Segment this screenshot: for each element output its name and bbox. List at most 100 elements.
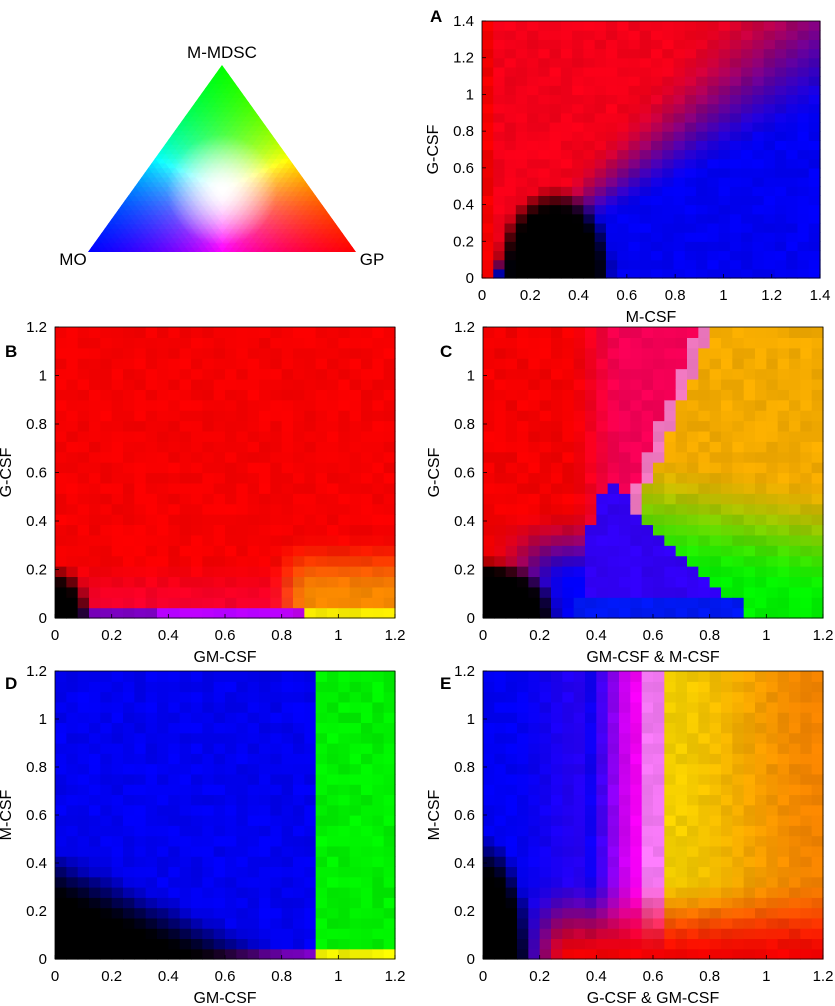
heatmap-cell — [315, 753, 328, 765]
heatmap-cell — [527, 39, 539, 50]
heatmap-cell — [505, 607, 518, 619]
heatmap-cell — [583, 131, 596, 141]
heatmap-cell — [619, 701, 631, 713]
heatmap-cell — [732, 948, 745, 960]
heatmap-cell — [786, 177, 799, 187]
heatmap-cell — [752, 250, 765, 261]
heatmap-cell — [270, 524, 283, 536]
heatmap-cell — [607, 441, 620, 453]
heatmap-cell — [383, 597, 396, 609]
heatmap-cell — [349, 866, 362, 878]
heatmap-cell — [383, 337, 396, 349]
heatmap-cell — [684, 76, 697, 86]
heatmap-cell — [709, 794, 722, 806]
heatmap-cell — [684, 186, 697, 196]
heatmap-cell — [630, 753, 643, 765]
heatmap-cell — [89, 347, 101, 359]
heatmap-cell — [538, 94, 551, 105]
heatmap-cell — [562, 866, 575, 878]
heatmap-cell — [729, 213, 742, 224]
heatmap-cell — [630, 907, 643, 919]
heatmap-cell — [664, 503, 677, 515]
heatmap-cell — [641, 368, 654, 380]
heatmap-cell — [662, 250, 675, 261]
heatmap-cell — [361, 856, 373, 868]
heatmap-cell — [539, 327, 552, 338]
heatmap-cell — [766, 815, 779, 826]
heatmap-cell — [641, 482, 654, 494]
heatmap-cell — [168, 337, 181, 349]
heatmap-cell — [327, 701, 339, 713]
heatmap-cell — [789, 358, 801, 370]
heatmap-cell — [304, 327, 317, 338]
heatmap-cell — [630, 503, 643, 515]
heatmap-cell — [539, 907, 552, 919]
heatmap-cell — [605, 94, 618, 105]
heatmap-cell — [549, 222, 562, 233]
heatmap-cell — [191, 804, 203, 816]
heatmap-cell — [89, 825, 101, 837]
heatmap-cell — [338, 347, 351, 359]
heatmap-cell — [349, 368, 362, 380]
heatmap-cell — [551, 866, 563, 878]
heatmap-cell — [786, 39, 799, 50]
heatmap-cell — [698, 917, 711, 929]
heatmap-cell — [573, 938, 586, 950]
heatmap-cell — [808, 177, 821, 187]
heatmap-cell — [327, 451, 339, 463]
heatmap-cell — [572, 167, 584, 178]
heatmap-cell — [675, 410, 688, 422]
heatmap-cell — [327, 928, 339, 940]
heatmap-cell — [383, 566, 396, 578]
heatmap-cell — [528, 586, 541, 598]
heatmap-cell — [766, 566, 779, 578]
heatmap-cell — [77, 887, 90, 898]
heatmap-cell — [774, 39, 787, 50]
heatmap-cell — [607, 753, 620, 765]
heatmap-cell — [372, 337, 385, 349]
heatmap-cell — [168, 358, 181, 370]
heatmap-cell — [213, 897, 226, 909]
heatmap-cell — [718, 121, 731, 132]
heatmap-cell — [383, 389, 396, 401]
heatmap-cell — [628, 222, 641, 233]
heatmap-cell — [111, 472, 124, 484]
heatmap-cell — [293, 712, 305, 724]
heatmap-cell — [630, 825, 643, 837]
heatmap-cell — [789, 493, 801, 505]
heatmap-cell — [281, 493, 294, 505]
heatmap-cell — [573, 337, 586, 349]
x-tick-label: 0 — [478, 287, 486, 304]
heatmap-cell — [281, 753, 294, 765]
heatmap-cell — [675, 576, 688, 588]
heatmap-cell — [123, 732, 135, 744]
heatmap-cell — [77, 825, 90, 837]
heatmap-cell — [270, 534, 283, 546]
heatmap-cell — [786, 259, 799, 270]
heatmap-cell — [482, 112, 494, 123]
heatmap-cell — [664, 897, 677, 909]
heatmap-cell — [179, 722, 192, 734]
heatmap-cell — [202, 327, 215, 338]
heatmap-cell — [766, 825, 779, 837]
heatmap-cell — [797, 140, 810, 151]
heatmap-cell — [653, 876, 665, 888]
heatmap-cell — [77, 358, 90, 370]
heatmap-cell — [800, 784, 813, 796]
heatmap-cell — [673, 85, 686, 96]
heatmap-cell — [808, 232, 821, 242]
heatmap-cell — [483, 722, 495, 734]
heatmap-cell — [607, 524, 620, 536]
heatmap-cell — [202, 566, 215, 578]
heatmap-cell — [213, 503, 226, 515]
heatmap-cell — [281, 701, 294, 713]
heatmap-cell — [551, 743, 563, 754]
heatmap-cell — [619, 389, 631, 401]
heatmap-cell — [157, 815, 169, 826]
heatmap-cell — [562, 524, 575, 536]
heatmap-cell — [630, 420, 643, 432]
heatmap-cell — [383, 514, 396, 526]
heatmap-cell — [755, 368, 767, 380]
heatmap-cell — [607, 389, 620, 401]
heatmap-cell — [696, 195, 708, 206]
